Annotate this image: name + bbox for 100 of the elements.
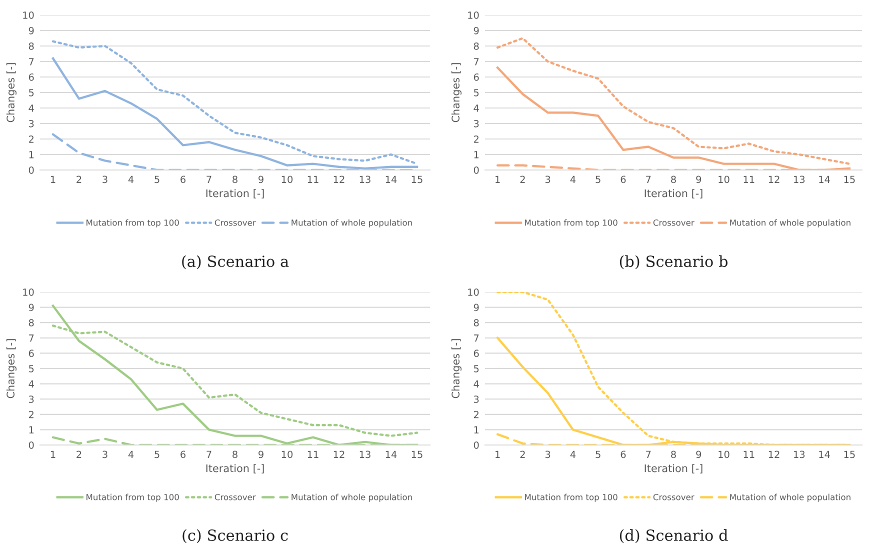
y-tick-label: 4 <box>28 380 34 388</box>
x-tick-label: 10 <box>718 450 730 458</box>
x-tick-label: 8 <box>232 176 238 184</box>
x-tick-label: 6 <box>180 450 186 458</box>
x-tick-label: 7 <box>206 176 212 183</box>
y-tick-label: 1 <box>29 151 34 158</box>
x-tick-label: 3 <box>102 176 108 184</box>
x-tick-label: 7 <box>646 176 651 183</box>
x-tick-label: 14 <box>386 176 397 183</box>
y-tick-label: 9 <box>474 26 479 34</box>
y-tick-label: 5 <box>29 365 34 372</box>
x-tick-label: 2 <box>520 176 525 183</box>
x-tick-label: 13 <box>794 450 805 458</box>
y-tick-label: 7 <box>29 58 34 66</box>
x-tick-label: 9 <box>258 176 264 184</box>
x-axis-title: Iteration [-] <box>206 189 264 198</box>
x-tick-label: 9 <box>696 176 702 184</box>
y-tick-label: 4 <box>474 104 479 112</box>
legend-label: Crossover <box>653 494 694 500</box>
x-tick-label: 5 <box>596 450 600 458</box>
y-axis-title: Changes [-] <box>451 339 462 398</box>
text: (c) Scenario c <box>182 529 288 544</box>
x-tick-label: 5 <box>154 450 160 458</box>
y-tick-label: 7 <box>474 58 479 66</box>
x-tick-label: 7 <box>646 450 651 458</box>
y-tick-label: 9 <box>28 26 34 34</box>
x-axis-title: Iteration [-] <box>644 189 702 198</box>
x-tick-label: 8 <box>671 450 676 458</box>
y-tick-label: 7 <box>474 334 479 342</box>
y-tick-label: 1 <box>474 151 479 158</box>
x-tick-label: 7 <box>206 450 212 458</box>
text: (d) Scenario d <box>620 529 728 544</box>
x-tick-label: 1 <box>496 176 500 183</box>
y-tick-label: 10 <box>23 11 34 19</box>
y-axis-title: Changes [-] <box>451 63 462 122</box>
y-tick-label: 6 <box>474 73 479 81</box>
y-tick-label: 0 <box>28 441 34 449</box>
x-tick-label: 8 <box>671 176 676 184</box>
x-tick-label: 9 <box>696 450 702 458</box>
x-tick-label: 14 <box>819 450 830 458</box>
y-tick-label: 3 <box>29 396 34 403</box>
x-tick-label: 14 <box>819 176 830 183</box>
legend-label: Mutation of whole population <box>730 219 850 228</box>
y-axis-title: Changes [-] <box>6 339 17 398</box>
x-tick-label: 12 <box>334 450 344 458</box>
y-tick-label: 0 <box>28 166 34 174</box>
legend-label: Mutation of whole population <box>292 219 412 228</box>
x-tick-label: 3 <box>545 450 550 458</box>
y-tick-label: 2 <box>474 135 478 143</box>
text: (a) Scenario a <box>182 255 289 270</box>
x-tick-label: 14 <box>386 450 397 458</box>
x-tick-label: 11 <box>744 176 754 183</box>
x-tick-label: 4 <box>570 176 576 183</box>
y-tick-label: 5 <box>474 89 479 96</box>
x-tick-label: 15 <box>412 450 422 458</box>
y-tick-label: 5 <box>29 89 34 96</box>
y-tick-label: 7 <box>29 334 34 342</box>
y-tick-label: 8 <box>474 319 479 326</box>
legend-label: Mutation of whole population <box>292 494 412 502</box>
y-tick-label: 10 <box>23 288 34 296</box>
x-tick-label: 1 <box>496 450 500 458</box>
x-tick-label: 15 <box>412 176 422 184</box>
x-tick-label: 4 <box>570 450 576 458</box>
y-tick-label: 8 <box>474 42 479 50</box>
y-tick-label: 1 <box>29 426 34 434</box>
x-axis-title: Iteration [-] <box>206 464 264 474</box>
legend-label: Crossover <box>214 494 256 500</box>
text: (b) Scenario b <box>620 255 728 270</box>
y-tick-label: 6 <box>28 350 34 358</box>
x-tick-label: 13 <box>360 176 370 184</box>
x-tick-label: 1 <box>50 450 56 458</box>
x-tick-label: 15 <box>844 176 855 184</box>
y-tick-label: 6 <box>474 350 479 358</box>
legend-label: Crossover <box>214 219 256 226</box>
y-tick-label: 9 <box>28 304 34 312</box>
y-tick-label: 9 <box>474 304 479 312</box>
x-tick-label: 4 <box>128 176 134 183</box>
x-tick-label: 11 <box>744 450 754 458</box>
x-tick-label: 1 <box>50 176 56 183</box>
x-tick-label: 12 <box>768 176 780 183</box>
legend-label: Crossover <box>653 219 694 226</box>
x-tick-label: 3 <box>545 176 550 184</box>
y-tick-label: 4 <box>474 380 479 388</box>
x-tick-label: 13 <box>794 176 805 184</box>
y-tick-label: 10 <box>468 11 479 19</box>
x-tick-label: 6 <box>620 176 626 184</box>
y-tick-label: 6 <box>28 73 34 81</box>
x-tick-label: 15 <box>844 450 855 458</box>
x-tick-label: 6 <box>180 176 186 184</box>
x-tick-label: 12 <box>768 450 780 458</box>
y-tick-label: 1 <box>474 426 479 434</box>
y-tick-label: 5 <box>474 365 479 372</box>
x-tick-label: 10 <box>282 176 293 184</box>
x-tick-label: 13 <box>360 450 370 458</box>
x-tick-label: 10 <box>718 176 730 184</box>
y-tick-label: 0 <box>474 441 479 449</box>
y-tick-label: 3 <box>474 396 479 403</box>
x-tick-label: 2 <box>76 450 82 458</box>
y-tick-label: 2 <box>474 410 478 418</box>
y-tick-label: 4 <box>28 104 34 112</box>
